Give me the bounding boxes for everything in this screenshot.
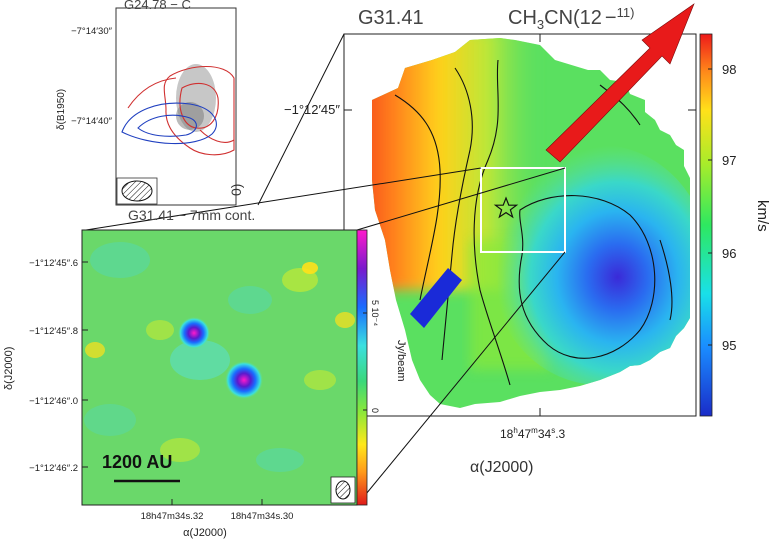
inset-beam xyxy=(330,476,356,504)
continuum-source-1 xyxy=(178,317,210,349)
inset-xtick-2: 18h47m34s.30 xyxy=(231,511,294,522)
g24-ytick-2: −7°14′40″ xyxy=(71,116,113,127)
g24-red-contour xyxy=(127,77,177,109)
main-panel: G31.41 CH3CN(12 −11) −1°12′45″ 18h47m34s.… xyxy=(284,3,771,476)
contour xyxy=(659,239,673,321)
main-cbar-tick-96: 96 xyxy=(722,246,736,261)
inset-cbar-tick-0: 0 xyxy=(370,408,380,413)
g24-frame xyxy=(115,7,237,206)
contour xyxy=(473,59,511,386)
main-title-molecule: CH3CN(12 −11) xyxy=(508,5,634,32)
inset-cbar-ticks xyxy=(363,312,367,411)
inset-panel: G31.41 − 7mm cont. −1°12′45″.6 −1°12′45″… xyxy=(3,207,407,539)
star-marker-icon xyxy=(493,196,519,219)
inset-title: G31.41 − 7mm cont. xyxy=(128,207,255,223)
main-cbar-label: km/s xyxy=(754,200,771,232)
zoom-box xyxy=(480,167,566,253)
inset-cbar-tick-5e-4: 5 10⁻⁴ xyxy=(370,300,380,326)
main-xtick: 18h47m34s.3 xyxy=(500,426,566,441)
main-ticks xyxy=(344,34,696,416)
g24-blue-contours xyxy=(121,102,217,145)
inset-ytick-4: −1°12′46″.2 xyxy=(29,463,78,474)
inset-colorbar xyxy=(356,229,368,506)
inset-ylabel: δ(J2000) xyxy=(3,347,15,390)
g24-title: G24.78 − C xyxy=(124,0,191,12)
main-ytick: −1°12′45″ xyxy=(284,102,340,117)
main-colorbar xyxy=(699,33,713,417)
zoom-connectors xyxy=(85,33,566,506)
g24-ytick-1: −7°14′30″ xyxy=(71,26,113,37)
g24-red-contour xyxy=(199,129,235,143)
inset-ytick-3: −1°12′46″.0 xyxy=(29,396,78,407)
main-title-left: G31.41 xyxy=(358,7,424,29)
inset-ytick-2: −1°12′45″.8 xyxy=(29,326,78,337)
g24-blue-contour xyxy=(121,102,217,145)
continuum-map xyxy=(84,242,355,472)
main-colorbar-ticks xyxy=(708,68,712,346)
g24-ylabel: δ(B1950) xyxy=(56,89,67,130)
velocity-contours xyxy=(394,59,673,386)
stray-label: 0) xyxy=(228,184,244,196)
inset-xtick-1: 18h47m34s.32 xyxy=(141,511,204,522)
inset-cbar-label: Jy/beam xyxy=(395,340,407,382)
main-cbar-tick-97: 97 xyxy=(722,153,736,168)
g24-panel: G24.78 − C −7°14′30″ −7°14′40″ δ(B1950) xyxy=(56,0,237,206)
scale-bar-label: 1200 AU xyxy=(102,452,172,472)
g24-beam xyxy=(116,177,158,205)
red-outflow-arrow xyxy=(545,3,695,163)
g24-red-contour xyxy=(163,66,235,156)
contour xyxy=(518,195,656,359)
inset-ytick-1: −1°12′45″.6 xyxy=(29,258,78,269)
blue-outflow-arrow xyxy=(410,268,462,328)
main-cbar-tick-95: 95 xyxy=(722,338,736,353)
inset-xlabel: α(J2000) xyxy=(183,527,227,539)
inset-ticks xyxy=(82,261,263,505)
continuum-source-2 xyxy=(225,361,263,399)
g24-blue-contour xyxy=(137,114,197,137)
contour xyxy=(441,67,473,361)
main-cbar-tick-98: 98 xyxy=(722,62,736,77)
contour xyxy=(599,84,641,126)
g24-grey-core xyxy=(176,102,204,130)
main-xlabel: α(J2000) xyxy=(470,459,534,476)
contour xyxy=(394,94,441,301)
